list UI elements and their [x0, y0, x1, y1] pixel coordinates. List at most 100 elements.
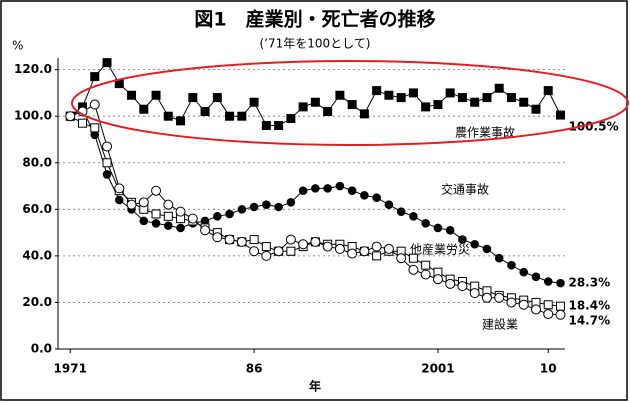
marker	[114, 195, 124, 205]
marker	[163, 111, 173, 121]
marker	[409, 212, 418, 221]
marker	[482, 244, 492, 254]
marker	[458, 235, 467, 244]
marker	[543, 277, 553, 286]
marker	[261, 121, 271, 131]
marker	[494, 83, 504, 93]
series-name: 農作業事故	[455, 125, 515, 140]
marker	[311, 184, 320, 193]
marker	[200, 225, 211, 236]
marker	[470, 239, 479, 249]
marker	[298, 102, 308, 112]
marker	[457, 93, 467, 103]
marker	[555, 301, 565, 311]
marker	[286, 246, 296, 256]
marker	[89, 99, 100, 110]
marker	[151, 185, 162, 196]
marker	[249, 246, 260, 257]
marker	[445, 225, 455, 235]
marker	[518, 299, 529, 310]
marker	[164, 221, 173, 230]
marker	[78, 118, 88, 128]
marker	[213, 212, 222, 221]
marker	[151, 218, 161, 228]
marker	[334, 243, 345, 254]
marker	[396, 93, 406, 103]
marker	[507, 260, 516, 270]
marker	[224, 234, 235, 245]
marker	[481, 292, 492, 303]
marker	[273, 246, 284, 257]
marker	[212, 232, 223, 243]
data-label: 14.7%	[568, 313, 610, 327]
y-tick-label: 100.0	[14, 109, 52, 123]
marker	[531, 272, 541, 282]
marker	[286, 114, 296, 124]
chart-title: 図1 産業別・死亡者の推移	[194, 8, 435, 31]
marker	[176, 116, 186, 126]
y-tick-label: 120.0	[14, 62, 52, 76]
marker	[102, 158, 112, 168]
marker	[151, 209, 161, 219]
marker	[298, 186, 308, 195]
marker	[494, 253, 504, 263]
marker	[187, 213, 198, 224]
marker	[139, 104, 149, 114]
marker	[323, 184, 332, 193]
marker	[359, 246, 370, 257]
marker	[530, 304, 541, 315]
marker	[90, 72, 100, 82]
marker	[102, 141, 113, 152]
marker	[335, 181, 345, 191]
marker	[421, 102, 431, 112]
marker	[90, 123, 100, 133]
marker	[127, 90, 137, 100]
marker	[555, 309, 566, 320]
series-name: 他産業労災	[410, 242, 470, 257]
marker	[433, 100, 443, 110]
marker	[175, 206, 186, 217]
y-tick-label: 80.0	[22, 155, 52, 169]
x-axis-label: 年	[309, 379, 321, 394]
marker	[384, 200, 394, 209]
marker	[457, 281, 468, 292]
marker	[298, 239, 309, 250]
marker	[470, 97, 480, 107]
marker	[335, 90, 345, 100]
y-tick-label: 0.0	[31, 342, 52, 356]
marker	[420, 269, 431, 280]
marker	[519, 97, 529, 107]
marker	[408, 88, 418, 98]
chart-subtitle: (’71年を100として)	[260, 37, 371, 51]
y-tick-label: 20.0	[22, 295, 52, 309]
marker	[371, 241, 382, 252]
marker	[359, 109, 369, 119]
marker	[519, 267, 529, 277]
marker	[421, 260, 431, 270]
marker	[163, 211, 173, 221]
x-tick-label: 86	[246, 362, 263, 376]
marker	[225, 111, 235, 121]
marker	[372, 193, 381, 202]
marker	[65, 111, 76, 122]
marker	[323, 107, 333, 117]
marker	[163, 199, 174, 210]
x-tick-label: 1971	[54, 362, 87, 376]
marker	[236, 236, 247, 247]
y-tick-label: 60.0	[22, 202, 52, 216]
marker	[249, 97, 259, 107]
marker	[102, 170, 112, 179]
marker	[310, 97, 320, 107]
marker	[506, 297, 517, 308]
marker	[212, 93, 222, 103]
series-name: 建設業	[482, 317, 518, 332]
marker	[543, 309, 554, 320]
marker	[237, 111, 247, 121]
marker	[432, 274, 443, 285]
marker	[445, 88, 455, 98]
marker	[543, 300, 553, 310]
marker	[445, 278, 456, 289]
marker	[543, 86, 553, 96]
marker	[469, 288, 480, 299]
